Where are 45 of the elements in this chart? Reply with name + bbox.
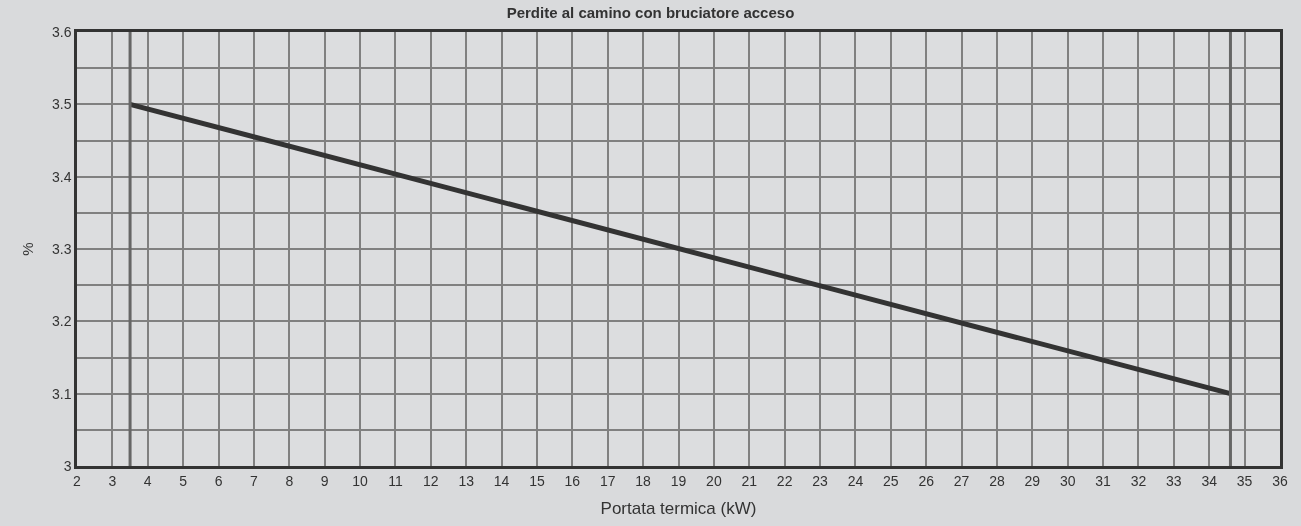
y-tick-label: 3.4 (51, 168, 72, 185)
x-tick-label: 35 (1236, 472, 1253, 489)
x-tick-label: 30 (1059, 472, 1076, 489)
y-tick-label: 3.5 (51, 96, 72, 113)
y-tick-label: 3.1 (51, 385, 72, 402)
x-tick-label: 18 (635, 472, 652, 489)
x-tick-label: 4 (143, 472, 152, 489)
x-tick-label: 15 (529, 472, 545, 489)
x-tick-label: 13 (458, 472, 475, 489)
x-tick-label: 3 (108, 472, 117, 489)
x-tick-label: 17 (599, 472, 616, 489)
x-tick-label: 22 (776, 472, 793, 489)
x-tick-label: 11 (388, 472, 403, 489)
x-tick-label: 19 (670, 472, 687, 489)
x-tick-label: 27 (953, 472, 970, 489)
x-tick-label: 24 (847, 472, 864, 489)
x-tick-label: 23 (812, 472, 829, 489)
x-tick-label: 31 (1095, 472, 1112, 489)
x-tick-label: 32 (1130, 472, 1147, 489)
x-tick-label: 28 (989, 472, 1005, 489)
x-tick-label: 7 (250, 472, 259, 489)
x-tick-label: 9 (320, 472, 329, 489)
x-tick-label: 12 (423, 472, 439, 489)
x-tick-label: 6 (214, 472, 223, 489)
x-tick-label: 10 (352, 472, 369, 489)
x-tick-label: 2 (73, 472, 82, 489)
x-axis-title: Portata termica (kW) (600, 498, 757, 518)
x-tick-label: 16 (564, 472, 581, 489)
x-tick-label: 8 (285, 472, 294, 489)
y-tick-label: 3.6 (51, 23, 72, 40)
y-tick-label: 3 (63, 457, 72, 474)
x-tick-label: 33 (1166, 472, 1182, 489)
x-tick-label: 25 (883, 472, 899, 489)
x-tick-label: 21 (741, 472, 758, 489)
x-tick-label: 20 (706, 472, 722, 489)
x-tick-label: 34 (1201, 472, 1218, 489)
x-tick-label: 29 (1024, 472, 1041, 489)
x-tick-label: 36 (1272, 472, 1288, 489)
x-tick-label: 26 (918, 472, 935, 489)
x-tick-label: 14 (493, 472, 510, 489)
y-tick-label: 3.2 (51, 313, 72, 330)
y-tick-label: 3.3 (51, 240, 72, 257)
chart-title: Perdite al camino con bruciatore acceso (506, 4, 795, 22)
y-axis-title: % (19, 242, 37, 256)
x-tick-label: 5 (179, 472, 188, 489)
